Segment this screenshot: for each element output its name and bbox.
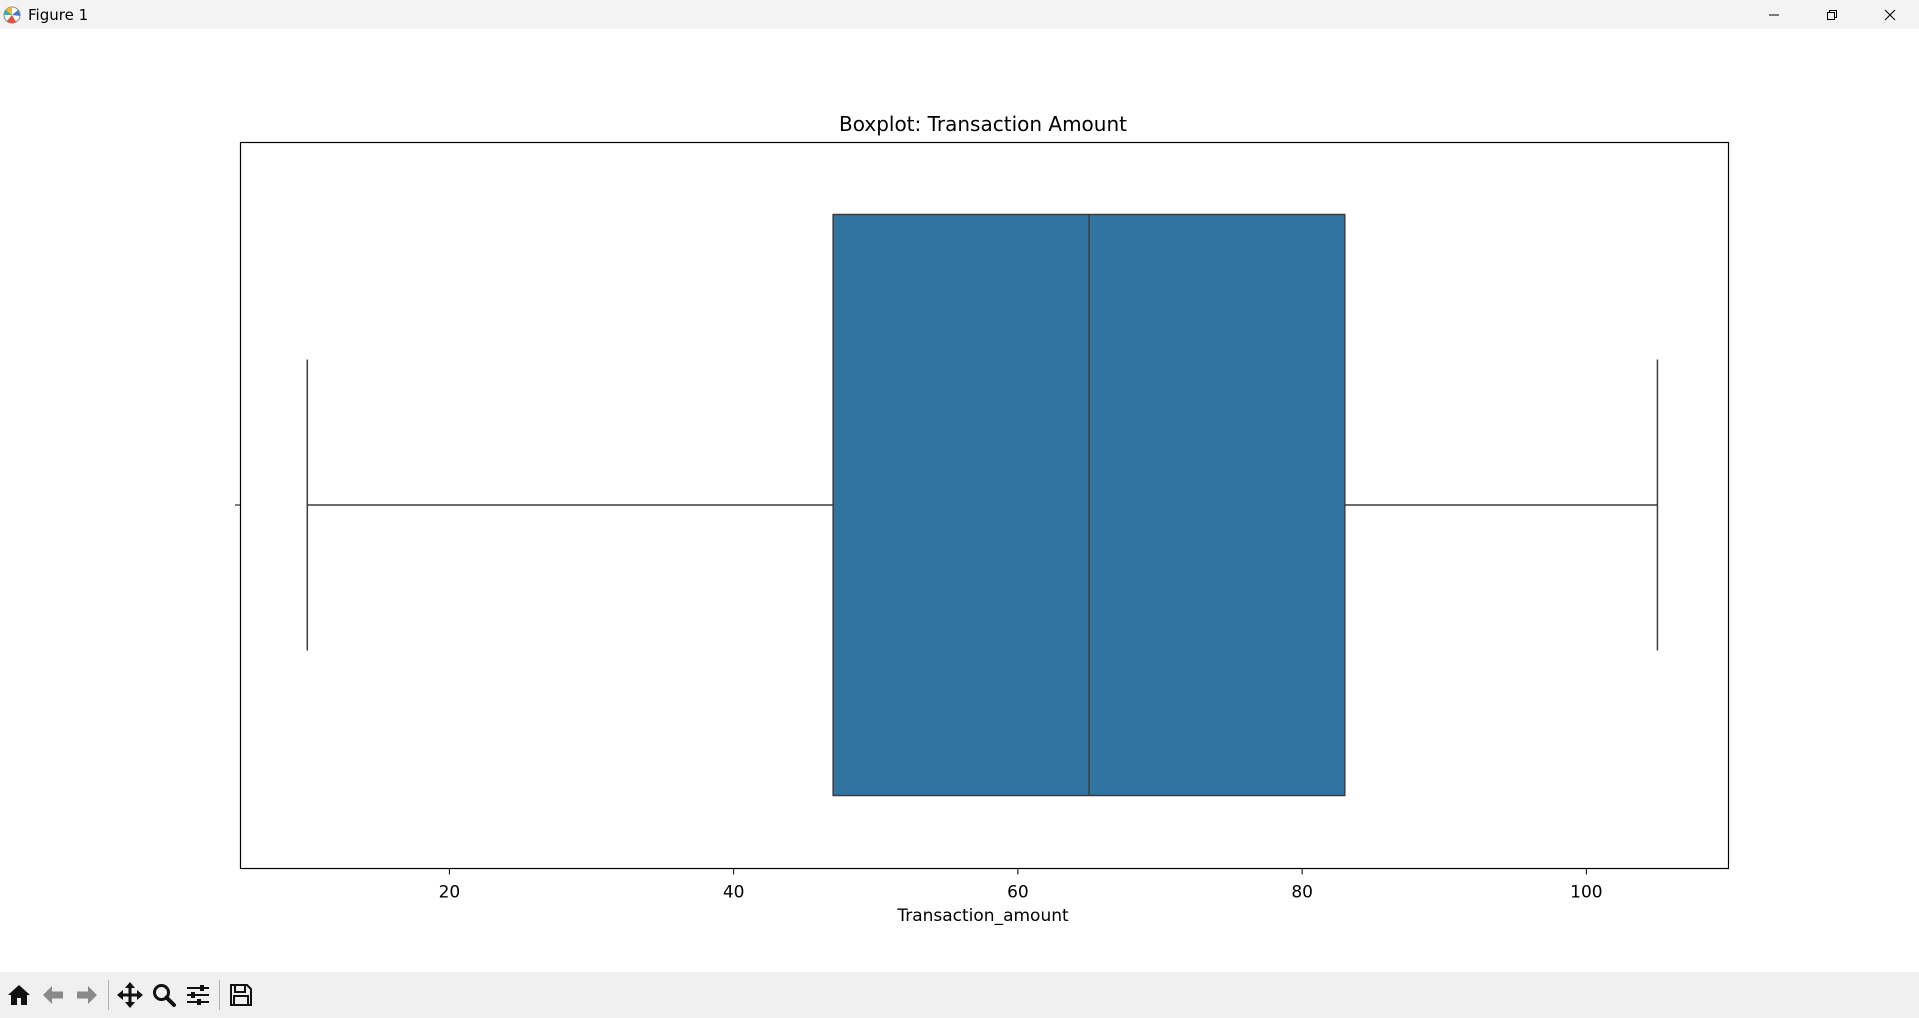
- title-bar: Figure 1: [0, 0, 1919, 29]
- x-axis-ticks: 20 40 60 80 100: [439, 868, 1603, 903]
- zoom-button[interactable]: [147, 977, 181, 1013]
- save-icon: [230, 984, 252, 1006]
- x-tick-label: 80: [1291, 883, 1313, 903]
- window-controls: [1745, 0, 1919, 29]
- boxplot-chart: Boxplot: Transaction Amount 20 40 60 80 100 …: [235, 112, 1730, 926]
- back-arrow-icon: [43, 986, 63, 1004]
- x-axis-label: Transaction_amount: [896, 906, 1069, 926]
- pan-button[interactable]: [113, 977, 147, 1013]
- minimize-icon: [1769, 14, 1779, 15]
- configure-subplots-button[interactable]: [181, 977, 215, 1013]
- minimize-button[interactable]: [1745, 0, 1803, 29]
- chart-title: Boxplot: Transaction Amount: [839, 112, 1127, 136]
- home-icon: [8, 985, 30, 1005]
- back-button[interactable]: [36, 977, 70, 1013]
- close-icon: [1884, 9, 1896, 20]
- box-group: [306, 213, 1659, 797]
- figure-canvas[interactable]: Boxplot: Transaction Amount 20 40 60 80 100 …: [0, 29, 1919, 972]
- restore-icon: [1827, 9, 1837, 20]
- close-button[interactable]: [1861, 0, 1919, 29]
- x-tick-label: 100: [1570, 883, 1602, 903]
- matplotlib-app-icon: [2, 5, 22, 25]
- zoom-icon: [153, 984, 176, 1007]
- navigation-toolbar: [0, 972, 1919, 1018]
- x-tick-label: 60: [1007, 883, 1029, 903]
- toolbar-separator: [219, 980, 220, 1010]
- home-button[interactable]: [2, 977, 36, 1013]
- pan-icon: [117, 982, 143, 1008]
- save-button[interactable]: [224, 977, 258, 1013]
- x-tick-label: 40: [723, 883, 745, 903]
- window-title: Figure 1: [28, 5, 89, 24]
- x-tick-label: 20: [439, 883, 461, 903]
- restore-button[interactable]: [1803, 0, 1861, 29]
- configure-subplots-icon: [187, 985, 209, 1005]
- forward-arrow-icon: [77, 986, 97, 1004]
- toolbar-separator: [108, 980, 109, 1010]
- forward-button[interactable]: [70, 977, 104, 1013]
